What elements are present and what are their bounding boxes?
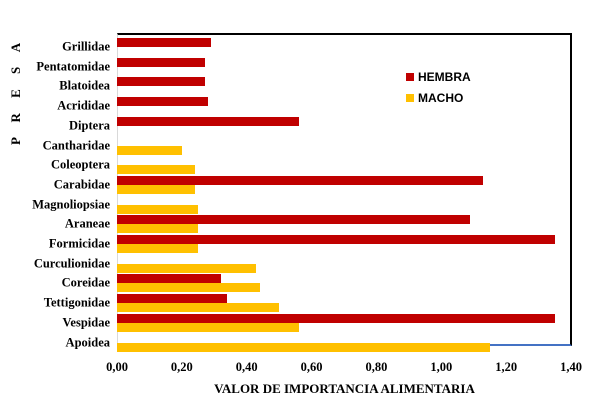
legend-label-hembra: HEMBRA — [418, 69, 471, 84]
bar-hembra — [117, 313, 555, 323]
category-label: Magnoliopsiae — [32, 197, 110, 212]
legend-swatch-macho — [406, 93, 414, 102]
x-tick-label: 1,00 — [430, 360, 453, 374]
y-axis-label: P R E S A — [8, 36, 23, 145]
bar-macho — [117, 184, 195, 194]
category-label: Araneae — [64, 216, 110, 231]
category-label: Formicidae — [48, 236, 110, 251]
bar-macho — [117, 204, 199, 214]
category-label: Coleoptera — [50, 157, 110, 172]
bar-hembra — [117, 38, 212, 47]
category-label: Curculionidae — [33, 256, 110, 271]
x-tick-label: 1,40 — [560, 360, 582, 374]
x-axis-label: VALOR DE IMPORTANCIA ALIMENTARIA — [214, 381, 475, 396]
category-label: Blatoidea — [59, 78, 110, 93]
bar-macho — [117, 165, 195, 175]
bar-hembra — [117, 294, 228, 304]
legend-label-macho: MACHO — [418, 90, 464, 105]
legend-item-macho: MACHO — [406, 87, 471, 108]
bar-hembra — [117, 274, 221, 284]
x-tick-label: 0,40 — [235, 360, 258, 374]
bar-macho — [117, 342, 490, 352]
category-label: Coreidae — [61, 275, 110, 290]
bar-macho — [117, 263, 257, 273]
bar-macho — [117, 244, 199, 253]
legend: HEMBRA MACHO — [406, 66, 471, 108]
category-label: Vespidae — [62, 315, 110, 330]
bar-macho — [117, 303, 280, 313]
category-label: Grillidae — [62, 39, 110, 54]
category-label: Tettigonidae — [43, 295, 110, 310]
bar-macho — [117, 283, 260, 293]
legend-swatch-hembra — [406, 72, 414, 81]
x-tick-label: 0,80 — [365, 360, 388, 374]
category-label: Diptera — [69, 118, 110, 133]
legend-item-hembra: HEMBRA — [406, 66, 471, 87]
x-tick-label: 0,60 — [300, 360, 323, 374]
bar-macho — [117, 145, 182, 155]
bar-macho — [117, 224, 199, 234]
x-tick-label: 1,20 — [495, 360, 518, 374]
category-label: Carabidae — [53, 177, 110, 192]
bar-hembra — [117, 235, 555, 244]
x-tick-label: 0,20 — [170, 360, 193, 374]
category-label: Pentatomidae — [36, 59, 110, 74]
bar-macho — [117, 322, 299, 332]
category-label: Apoidea — [65, 335, 110, 349]
bar-hembra — [117, 57, 205, 67]
x-tick-label: 0,00 — [106, 360, 128, 374]
bar-hembra — [117, 215, 471, 225]
bar-hembra — [117, 97, 208, 107]
bar-hembra — [117, 116, 299, 126]
category-label: Acrididae — [57, 98, 110, 113]
bar-hembra — [117, 175, 484, 185]
bar-hembra — [117, 77, 205, 87]
category-label: Cantharidae — [42, 138, 110, 152]
